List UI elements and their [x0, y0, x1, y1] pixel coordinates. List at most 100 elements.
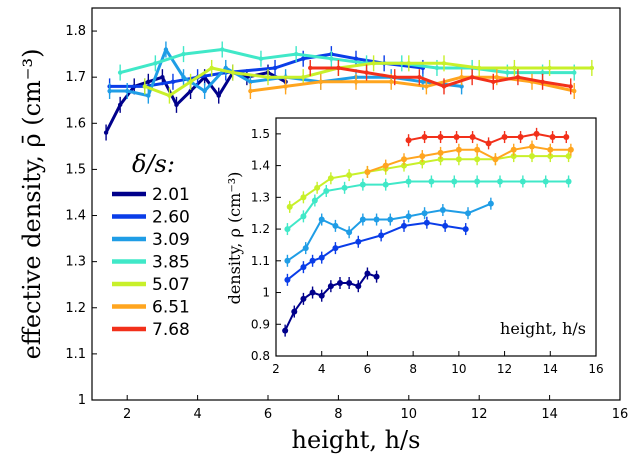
main-data-point	[469, 74, 475, 80]
main-data-point	[103, 130, 109, 135]
inset-data-point	[492, 156, 499, 163]
inset-data-point	[474, 178, 481, 185]
main-data-point	[353, 79, 359, 84]
inset-data-point	[510, 146, 517, 153]
inset-data-point	[401, 162, 407, 169]
inset-x-tick-label: 12	[497, 362, 512, 376]
inset-series-6.51	[364, 140, 574, 178]
legend-label: 2.60	[152, 208, 190, 228]
inset-data-point	[378, 232, 385, 239]
main-data-point	[318, 79, 323, 84]
inset-data-point	[549, 134, 556, 141]
inset-data-point	[437, 134, 444, 141]
main-data-point	[142, 84, 147, 89]
main-data-point	[512, 65, 517, 71]
inset-data-point	[455, 146, 462, 153]
main-data-point	[364, 70, 369, 75]
main-series-line	[250, 75, 575, 93]
main-x-tick-label: 4	[193, 407, 201, 422]
main-data-point	[167, 93, 172, 98]
inset-data-point	[346, 172, 353, 179]
inset-data-point	[284, 257, 291, 264]
inset-data-point	[485, 140, 492, 147]
main-data-point	[494, 74, 499, 80]
inset-y-tick-label: 1.3	[251, 190, 270, 204]
legend-label: 3.85	[152, 253, 190, 273]
main-data-point	[223, 65, 228, 71]
inset-data-point	[387, 216, 394, 223]
main-data-point	[547, 65, 552, 71]
inset-data-point	[453, 134, 460, 141]
inset-x-tick-label: 6	[364, 362, 372, 376]
main-x-tick-label: 10	[401, 407, 418, 422]
inset-x-tick-label: 4	[318, 362, 326, 376]
inset-y-tick-label: 1.4	[251, 159, 270, 173]
legend-label: 2.01	[152, 185, 190, 205]
inset-data-point	[318, 254, 325, 261]
legend-label: 7.68	[152, 320, 190, 340]
inset-data-point	[359, 181, 366, 188]
inset-data-point	[373, 273, 380, 280]
main-data-point	[420, 79, 426, 84]
inset-data-point	[567, 146, 574, 153]
legend-label: 6.51	[152, 298, 190, 318]
inset-series-2.01	[282, 267, 380, 337]
main-data-point	[174, 102, 179, 108]
inset-data-point	[327, 175, 334, 182]
legend-entries: 2.01 2.603.09 3.855.07 6.517.68	[112, 185, 190, 340]
inset-data-point	[529, 143, 535, 150]
inset-data-point	[373, 216, 380, 223]
legend: δ/s: 2.01 2.603.09 3.855.07 6.517.68	[112, 150, 190, 340]
main-y-tick-label: 1.7	[65, 70, 86, 85]
inset-data-point	[318, 216, 325, 223]
main-data-point	[459, 74, 464, 80]
inset-data-point	[323, 187, 330, 194]
inset-data-point	[332, 222, 339, 229]
main-data-point	[434, 65, 440, 71]
main-data-point	[417, 74, 422, 80]
inset-data-point	[439, 207, 446, 214]
inset-data-point	[474, 156, 481, 163]
inset-y-tick-label: 1	[262, 286, 270, 300]
inset-data-point	[519, 178, 526, 185]
inset-data-point	[421, 134, 428, 141]
inset-data-point	[405, 178, 412, 185]
main-data-point	[441, 84, 447, 89]
inset-data-point	[300, 213, 307, 220]
main-y-tick-label: 1.8	[65, 24, 86, 39]
legend-title: δ/s:	[132, 150, 175, 178]
main-data-point	[515, 74, 521, 80]
inset-series-2.60	[284, 216, 469, 286]
main-x-tick-label: 16	[612, 407, 629, 422]
inset-data-point	[517, 134, 524, 141]
inset-data-point	[442, 222, 449, 229]
inset-data-point	[327, 283, 334, 290]
inset-x-tick-label: 8	[409, 362, 417, 376]
inset-data-point	[282, 327, 289, 334]
main-series-line	[119, 48, 575, 75]
inset-x-tick-label: 2	[272, 362, 280, 376]
main-data-point	[209, 65, 214, 71]
inset-data-point	[364, 168, 371, 175]
main-data-point	[477, 65, 482, 71]
main-data-point	[589, 65, 595, 71]
main-data-point	[230, 70, 235, 75]
main-data-point	[505, 70, 510, 75]
inset-data-point	[421, 210, 428, 217]
main-data-point	[125, 88, 130, 94]
main-data-point	[572, 88, 577, 94]
main-data-point	[371, 61, 376, 66]
legend-entry: 7.68	[112, 320, 190, 340]
inset-data-point	[474, 146, 481, 153]
inset-data-point	[300, 264, 307, 271]
main-x-tick-label: 14	[541, 407, 558, 422]
inset-data-point	[401, 156, 407, 163]
inset-data-point	[487, 200, 494, 207]
inset-data-point	[419, 153, 426, 160]
main-data-point	[163, 47, 169, 52]
main-y-tick-label: 1.1	[65, 347, 86, 362]
inset-data-point	[359, 216, 366, 223]
main-data-point	[392, 74, 397, 80]
inset-data-point	[529, 153, 535, 160]
